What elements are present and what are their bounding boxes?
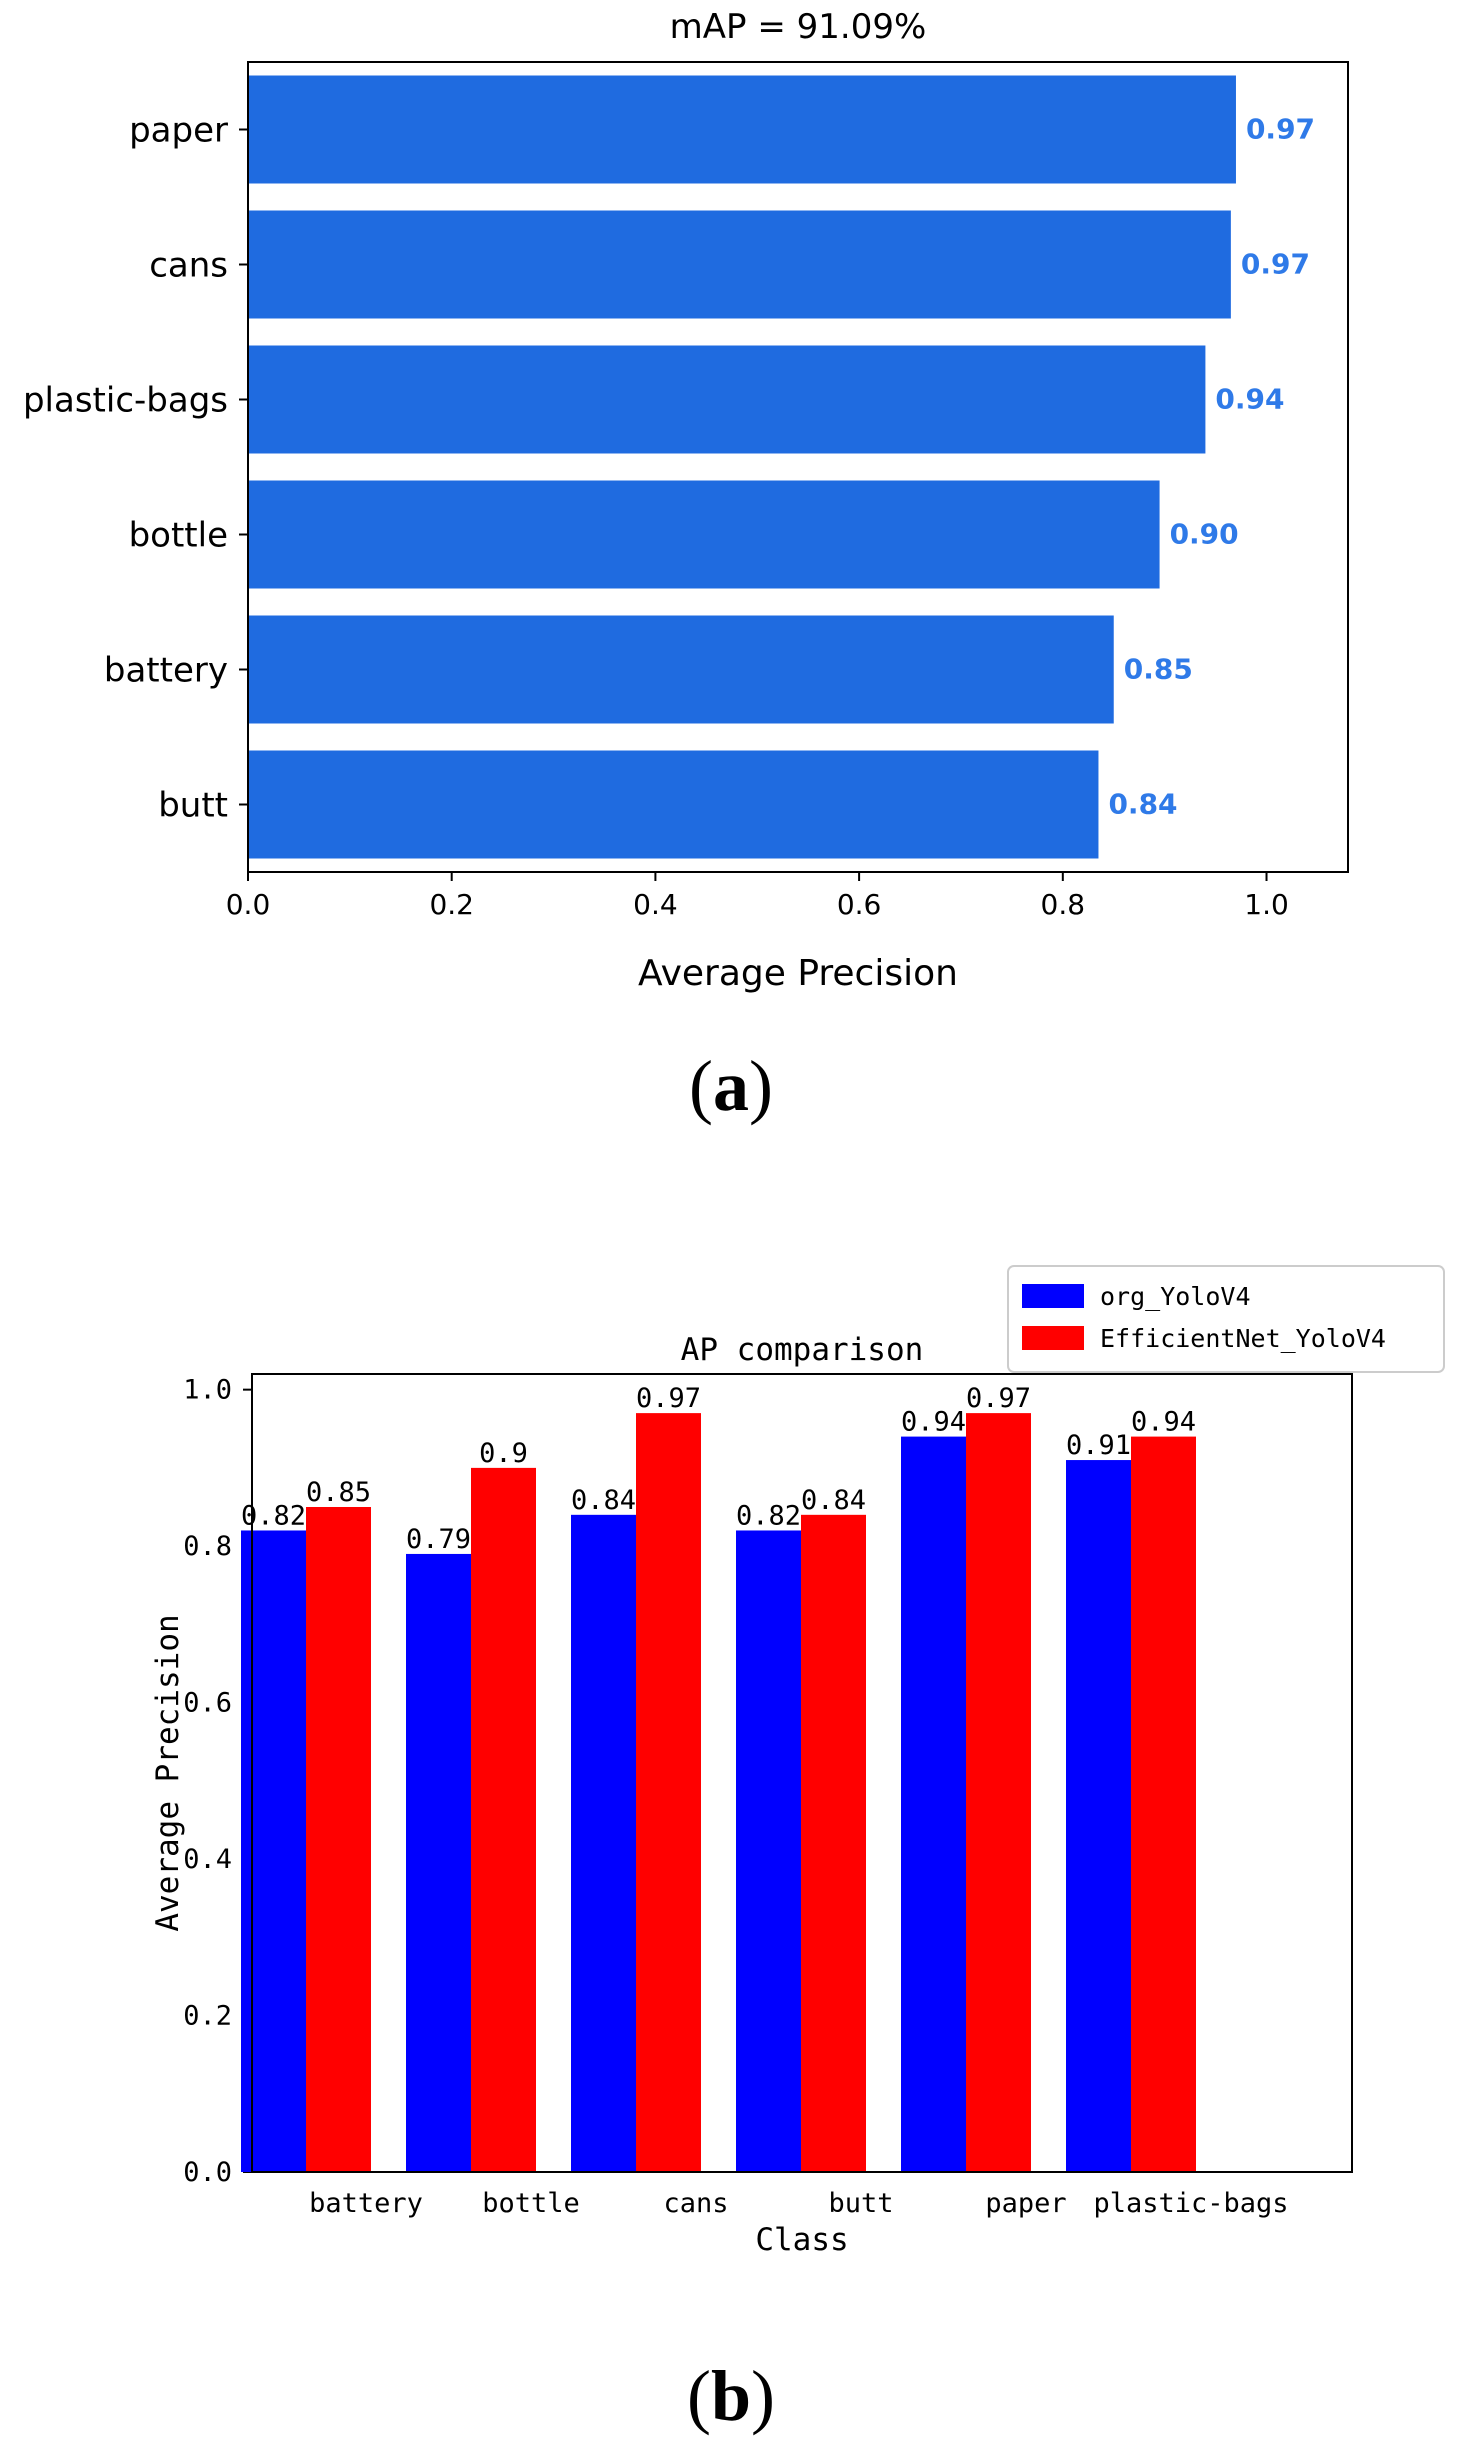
- xtick-label-1.0: 1.0: [1244, 888, 1289, 921]
- ytick-label-battery: battery: [104, 651, 228, 691]
- bar-paper: [248, 75, 1236, 184]
- data-label-paper: 0.97: [1246, 113, 1315, 146]
- data-label-battery-EfficientNet_YoloV4: 0.85: [306, 1477, 371, 1508]
- xtick-label-battery: battery: [309, 2188, 423, 2219]
- bar-butt-EfficientNet_YoloV4: [801, 1514, 866, 2172]
- xtick-label-paper: paper: [985, 2188, 1066, 2219]
- panel-label-b-letter: b: [710, 2356, 752, 2436]
- data-label-paper-EfficientNet_YoloV4: 0.97: [966, 1383, 1031, 1414]
- legend-box: [1007, 1265, 1445, 1373]
- bar-plastic-bags: [248, 345, 1206, 454]
- chart-b-xlabel: Class: [755, 2222, 848, 2258]
- data-label-butt-org_YoloV4: 0.82: [736, 1500, 801, 1531]
- xtick-label-bottle: bottle: [482, 2188, 580, 2219]
- chart-a: mAP = 91.09% paper 0.97 cans 0.97 plastic-bag…: [23, 7, 1349, 994]
- bar-cans: [248, 210, 1231, 319]
- data-label-paper-org_YoloV4: 0.94: [901, 1407, 966, 1438]
- bar-plastic-bags-org_YoloV4: [1066, 1460, 1131, 2172]
- ytick-label-0.8: 0.8: [183, 1531, 232, 1562]
- bar-cans-org_YoloV4: [571, 1514, 636, 2172]
- data-label-bottle-EfficientNet_YoloV4: 0.9: [479, 1438, 528, 1469]
- chart-a-xlabel: Average Precision: [638, 953, 958, 994]
- legend-swatch-org_YoloV4: [1022, 1284, 1084, 1308]
- ytick-label-0.6: 0.6: [183, 1688, 232, 1719]
- bar-paper-org_YoloV4: [901, 1436, 966, 2172]
- data-label-plastic-bags-EfficientNet_YoloV4: 0.94: [1131, 1407, 1196, 1438]
- bar-battery: [248, 615, 1114, 724]
- chart-b-ylabel: Average Precision: [150, 1614, 186, 1931]
- legend-label-EfficientNet_YoloV4: EfficientNet_YoloV4: [1100, 1324, 1386, 1353]
- legend-swatch-EfficientNet_YoloV4: [1022, 1326, 1084, 1350]
- data-label-cans-org_YoloV4: 0.84: [571, 1485, 636, 1516]
- data-label-bottle-org_YoloV4: 0.79: [406, 1524, 471, 1555]
- xtick-label-cans: cans: [663, 2188, 728, 2219]
- ytick-label-0.0: 0.0: [183, 2157, 232, 2188]
- panel-label-b: (b): [686, 2356, 775, 2436]
- xtick-label-0.8: 0.8: [1041, 888, 1086, 921]
- chart-b-frame: [251, 1373, 1353, 2173]
- data-label-butt: 0.84: [1108, 788, 1177, 821]
- ytick-label-butt: butt: [158, 786, 228, 826]
- xtick-label-0.2: 0.2: [429, 888, 474, 921]
- chart-b-title: AP comparison: [681, 1332, 924, 1368]
- chart-a-frame: [247, 61, 1349, 873]
- bar-butt-org_YoloV4: [736, 1530, 801, 2172]
- ytick-label-bottle: bottle: [129, 516, 228, 556]
- data-label-battery-org_YoloV4: 0.82: [241, 1500, 306, 1531]
- xtick-label-0.0: 0.0: [226, 888, 271, 921]
- data-label-plastic-bags-org_YoloV4: 0.91: [1066, 1430, 1131, 1461]
- ytick-label-0.2: 0.2: [183, 2001, 232, 2032]
- bar-bottle: [248, 480, 1160, 589]
- bar-cans-EfficientNet_YoloV4: [636, 1413, 701, 2172]
- data-label-bottle: 0.90: [1170, 518, 1239, 551]
- bar-battery-org_YoloV4: [241, 1530, 306, 2172]
- panel-label-a-letter: a: [713, 1046, 749, 1126]
- chart-a-title: mAP = 91.09%: [670, 7, 927, 47]
- chart-b-legend: org_YoloV4 EfficientNet_YoloV4: [1007, 1265, 1445, 1373]
- data-label-butt-EfficientNet_YoloV4: 0.84: [801, 1485, 866, 1516]
- bar-bottle-EfficientNet_YoloV4: [471, 1467, 536, 2172]
- bar-paper-EfficientNet_YoloV4: [966, 1413, 1031, 2172]
- panel-label-a: (a): [689, 1046, 773, 1126]
- xtick-label-plastic-bags: plastic-bags: [1093, 2188, 1288, 2219]
- legend-label-org_YoloV4: org_YoloV4: [1100, 1282, 1251, 1311]
- bar-butt: [248, 750, 1099, 859]
- xtick-label-0.6: 0.6: [837, 888, 882, 921]
- ytick-label-cans: cans: [149, 246, 228, 286]
- ytick-label-1.0: 1.0: [183, 1375, 232, 1406]
- data-label-cans-EfficientNet_YoloV4: 0.97: [636, 1383, 701, 1414]
- ytick-label-0.4: 0.4: [183, 1844, 232, 1875]
- xtick-label-butt: butt: [828, 2188, 893, 2219]
- bar-battery-EfficientNet_YoloV4: [306, 1507, 371, 2172]
- bar-bottle-org_YoloV4: [406, 1553, 471, 2172]
- ytick-label-paper: paper: [129, 111, 228, 151]
- data-label-cans: 0.97: [1241, 248, 1310, 281]
- chart-b: 0.00.20.40.60.81.00.820.85battery0.790.9…: [150, 1265, 1445, 2258]
- data-label-battery: 0.85: [1124, 653, 1193, 686]
- bar-plastic-bags-EfficientNet_YoloV4: [1131, 1436, 1196, 2172]
- ytick-label-plastic-bags: plastic-bags: [23, 381, 228, 421]
- data-label-plastic-bags: 0.94: [1215, 383, 1284, 416]
- xtick-label-0.4: 0.4: [633, 888, 678, 921]
